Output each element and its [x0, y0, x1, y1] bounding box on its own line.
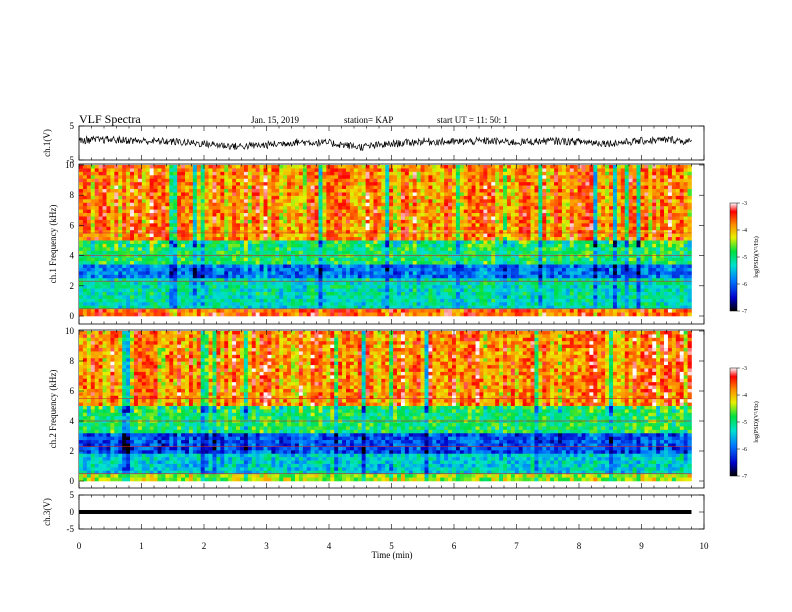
colorbar-tick-label: -7 — [742, 309, 747, 315]
colorbar-tick-label: -3 — [742, 366, 747, 372]
x-tick-label: 9 — [639, 541, 644, 551]
y-tick-label: 2 — [70, 281, 75, 291]
x-tick-label: 2 — [202, 541, 207, 551]
x-tick-label: 5 — [389, 541, 394, 551]
ch1-spectrogram — [79, 165, 692, 317]
y-tick-label: 5 — [70, 121, 75, 131]
x-tick-label: 4 — [327, 541, 332, 551]
station-label: station= KAP — [344, 115, 393, 125]
y-tick-label: 0 — [70, 476, 75, 486]
ch1-waveform — [79, 135, 692, 151]
ch2-spectrogram — [79, 331, 692, 482]
ch2-spectrogram-ylabel: ch.2 Frequency (kHz) — [48, 370, 58, 449]
colorbar-tick-label: -7 — [742, 474, 747, 480]
colorbar-tick-label: -3 — [742, 201, 747, 207]
y-tick-label: 10 — [65, 326, 75, 336]
y-tick-label: 2 — [70, 446, 75, 456]
x-tick-label: 1 — [139, 541, 144, 551]
ch1-waveform-ylabel: ch.1(V) — [42, 129, 52, 157]
y-tick-label: 4 — [70, 416, 75, 426]
ch1-colorbar: -3 -4 -5 -6 -7 log(PSD)(V²/Hz) — [729, 201, 760, 315]
y-tick-label: 6 — [70, 220, 75, 230]
y-tick-label: -5 — [67, 155, 75, 165]
colorbar-tick-label: -6 — [742, 447, 747, 453]
y-tick-label: -5 — [67, 524, 75, 534]
ch1-spectrogram-ylabel: ch.1 Frequency (kHz) — [48, 205, 58, 284]
colorbar-tick-label: -5 — [742, 255, 747, 261]
colorbar-tick-label: -4 — [742, 393, 747, 399]
x-tick-label: 10 — [700, 541, 710, 551]
y-tick-label: 8 — [70, 356, 75, 366]
ch2-colorbar: -3 -4 -5 -6 -7 log(PSD)(V²/Hz) — [729, 366, 760, 480]
y-tick-label: 0 — [70, 311, 75, 321]
colorbar-tick-label: -4 — [742, 228, 747, 234]
colorbar-tick-label: -6 — [742, 282, 747, 288]
colorbar-tick-label: -5 — [742, 420, 747, 426]
start-time-label: start UT = 11: 50: 1 — [437, 115, 508, 125]
y-tick-label: 6 — [70, 386, 75, 396]
y-tick-label: 8 — [70, 190, 75, 200]
ch2-colorbar-label: log(PSD)(V²/Hz) — [753, 401, 760, 442]
y-tick-label: 4 — [70, 251, 75, 261]
y-tick-label: 0 — [70, 507, 75, 517]
ch3-waveform-ylabel: ch.3(V) — [42, 498, 52, 526]
ch1-waveform-line — [79, 135, 692, 151]
x-tick-label: 8 — [577, 541, 582, 551]
y-tick-label: 5 — [70, 490, 75, 500]
x-tick-label: 3 — [264, 541, 269, 551]
x-tick-label: 0 — [77, 541, 82, 551]
date-label: Jan. 15, 2019 — [251, 115, 299, 125]
figure-title: VLF Spectra — [79, 112, 141, 126]
y-tick-label: 10 — [65, 160, 75, 170]
ch1-colorbar-label: log(PSD)(V²/Hz) — [753, 236, 760, 277]
time-axis-label: Time (min) — [372, 550, 413, 560]
x-tick-label: 7 — [514, 541, 519, 551]
x-tick-label: 6 — [452, 541, 457, 551]
